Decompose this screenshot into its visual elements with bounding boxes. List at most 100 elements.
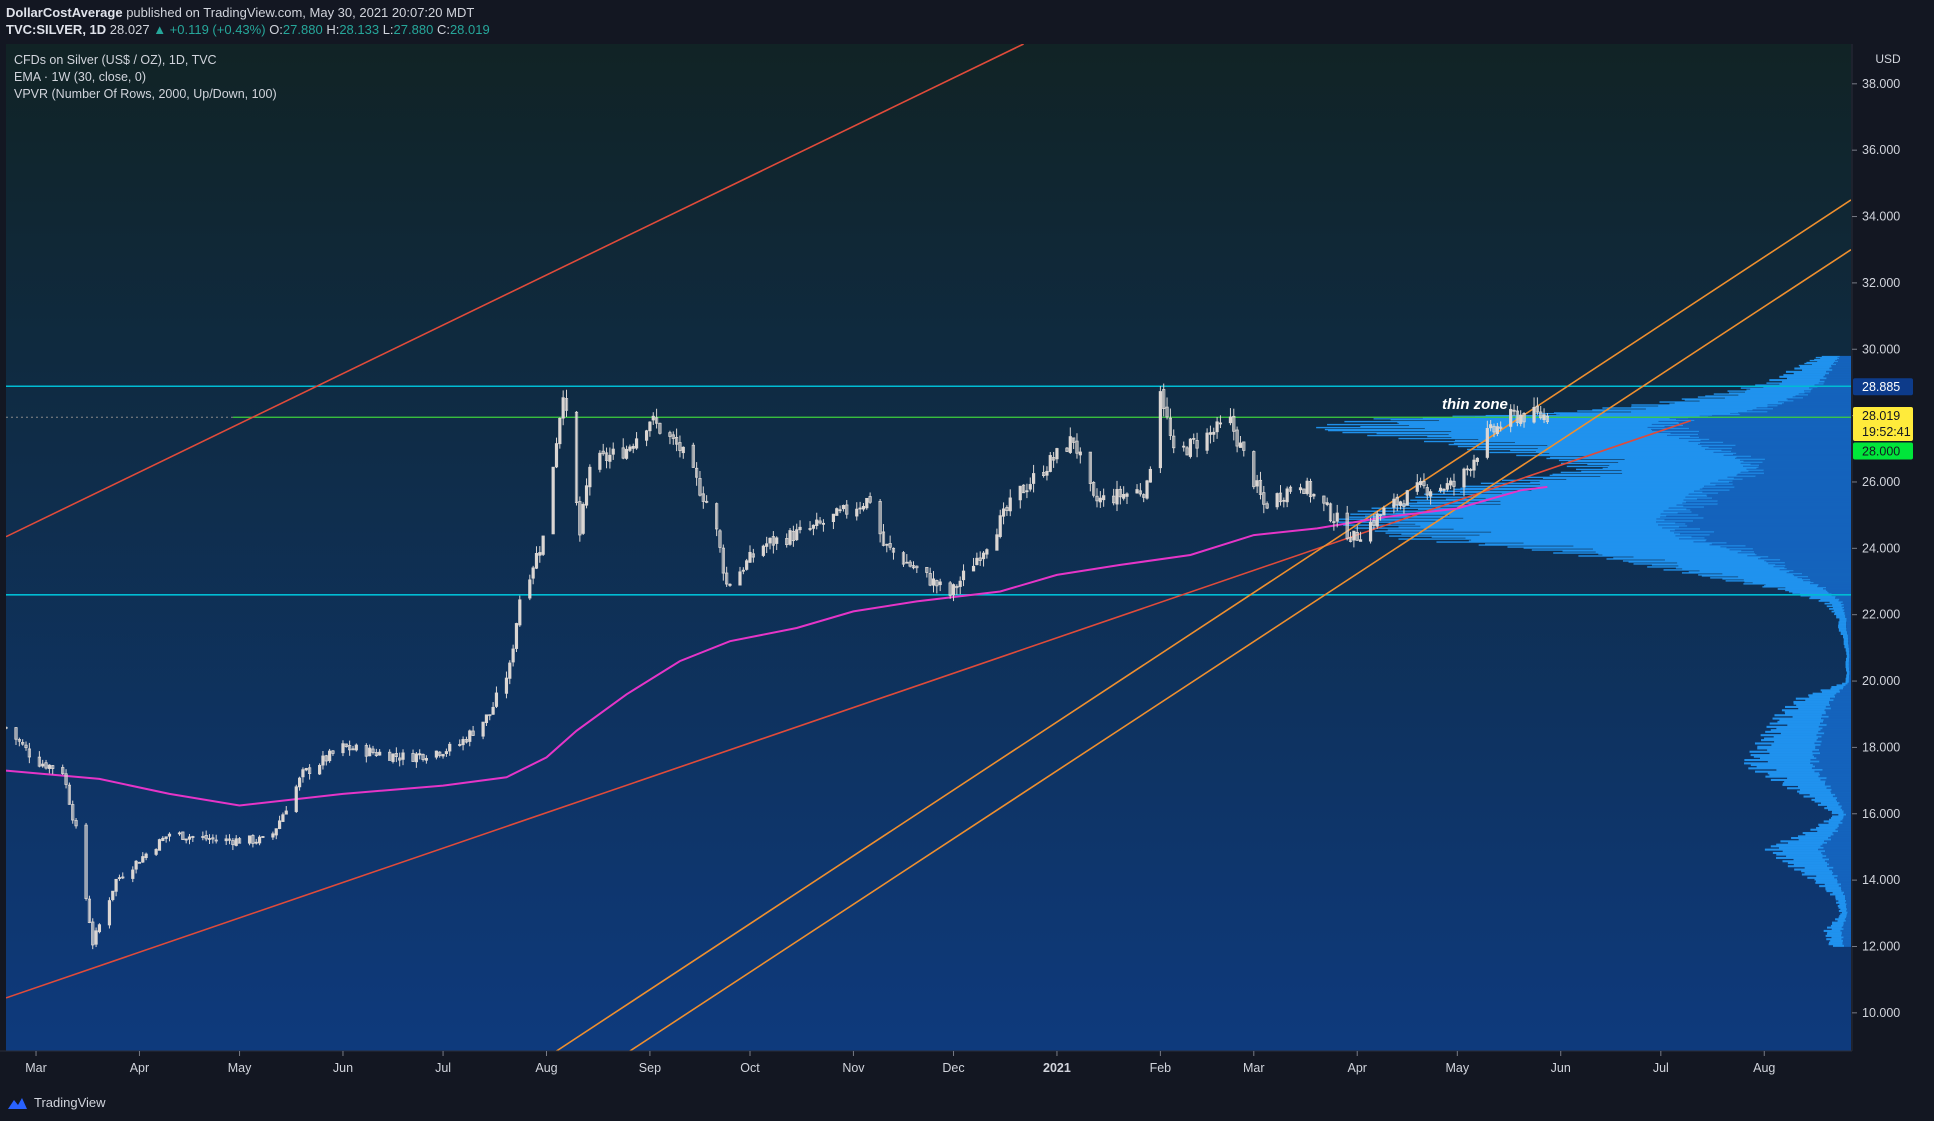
- vpvr-bar-up: [1431, 536, 1692, 538]
- vpvr-bar-up: [1805, 699, 1834, 702]
- vpvr-bar-down: [1841, 605, 1851, 608]
- vpvr-bar-down: [1793, 570, 1851, 572]
- vpvr-bar-up: [1840, 913, 1847, 916]
- publish-header: DollarCostAverage published on TradingVi…: [0, 0, 1934, 44]
- vpvr-bar-down: [1838, 600, 1851, 602]
- vpvr-bar-up: [1558, 459, 1741, 462]
- symbol-label[interactable]: TVC:SILVER, 1D: [6, 22, 107, 37]
- vpvr-bar-down: [1827, 590, 1851, 593]
- vpvr-bar-up: [1367, 434, 1668, 437]
- vpvr-bar-up: [1816, 875, 1838, 878]
- vpvr-bar-down: [1709, 534, 1851, 536]
- vpvr-bar-up: [1776, 856, 1823, 859]
- candle-body: [1278, 492, 1283, 503]
- candle-body: [71, 804, 75, 821]
- candle-body: [1008, 497, 1012, 512]
- vpvr-bar-down: [1823, 383, 1851, 385]
- vpvr-bar-up: [1782, 860, 1825, 863]
- vpvr-bar-down: [1846, 913, 1851, 916]
- vpvr-bar-down: [1711, 543, 1851, 545]
- vpvr-bar-up: [1468, 540, 1706, 542]
- level-price-tag-box: [1853, 378, 1913, 396]
- vpvr-bar-down: [1835, 793, 1851, 796]
- price-chart[interactable]: thin zone USD 38.000 36.000 34.000 32.000 30…: [0, 44, 1934, 1086]
- vpvr-bar-down: [1846, 900, 1851, 903]
- vpvr-bar-down: [1820, 778, 1851, 781]
- vpvr-bar-down: [1688, 493, 1851, 495]
- candle-body: [948, 582, 952, 596]
- vpvr-bar-up: [1800, 594, 1832, 597]
- green-level-tag-value: 28.000: [1862, 444, 1900, 458]
- tradingview-logo[interactable]: TradingView: [6, 1095, 106, 1110]
- vpvr-bar-up: [1785, 587, 1827, 589]
- vpvr-bar-up: [1743, 579, 1811, 581]
- vpvr-bar-down: [1660, 513, 1851, 515]
- y-tick-label: 20.000: [1862, 674, 1900, 688]
- legend-symbol[interactable]: CFDs on Silver (US$ / OZ), 1D, TVC: [14, 53, 217, 67]
- candle-body: [1138, 490, 1142, 495]
- vpvr-bar-up: [1804, 871, 1834, 874]
- candle-body: [835, 508, 839, 516]
- vpvr-bar-down: [1731, 450, 1851, 453]
- vpvr-bar-down: [1837, 827, 1851, 830]
- candle-body: [494, 692, 499, 707]
- vpvr-bar-up: [1799, 788, 1832, 791]
- vpvr-bar-down: [1810, 579, 1851, 581]
- vpvr-bar-up: [1631, 411, 1768, 413]
- candle-body: [444, 751, 448, 754]
- vpvr-bar-up: [1337, 521, 1657, 523]
- candle-body: [277, 820, 282, 829]
- candle-body: [1462, 468, 1466, 488]
- legend-vpvr[interactable]: VPVR (Number Of Rows, 2000, Up/Down, 100…: [14, 87, 277, 101]
- candle-body: [131, 869, 135, 879]
- vpvr-bar-up: [1750, 388, 1813, 390]
- candle-body: [1125, 493, 1129, 497]
- vpvr-bar-up: [1633, 556, 1769, 558]
- vpvr-bar-down: [1831, 792, 1851, 795]
- vpvr-bar-up: [1838, 624, 1847, 629]
- candle-body: [438, 751, 442, 756]
- price-axis[interactable]: USD 38.000 36.000 34.000 32.000 30.000 28.000…: [1851, 44, 1934, 1051]
- vpvr-bar-up: [1550, 456, 1737, 459]
- candle-body: [84, 824, 88, 899]
- candle-body: [1262, 492, 1266, 505]
- vpvr-bar-up: [1760, 757, 1817, 760]
- candle-body: [878, 500, 882, 535]
- candle-body: [651, 415, 655, 421]
- candle-body: [588, 466, 592, 488]
- vpvr-bar-down: [1786, 572, 1851, 574]
- orange-trend-line: [629, 249, 1851, 1051]
- vpvr-bar-up: [1745, 391, 1811, 393]
- vpvr-bar-down: [1817, 737, 1851, 740]
- vpvr-bar-down: [1707, 495, 1851, 497]
- vpvr-bar-down: [1663, 510, 1851, 512]
- vpvr-bar-up: [1602, 407, 1757, 409]
- candle-body: [901, 552, 906, 565]
- candle-body: [658, 422, 662, 434]
- time-axis[interactable]: Mar Apr May Jun Jul Aug Sep Oct Nov Dec 2021 Feb Mar…: [0, 1050, 1934, 1086]
- candle-body: [1242, 441, 1246, 451]
- candle-body: [811, 524, 815, 529]
- vpvr-bar-down: [1837, 875, 1851, 878]
- candle-body: [257, 836, 262, 844]
- vpvr-bar-up: [1781, 380, 1825, 383]
- vpvr-bar-down: [1740, 459, 1851, 462]
- vpvr-bar-up: [1587, 463, 1751, 466]
- vpvr-bar-up: [1828, 943, 1843, 946]
- vpvr-bar-down: [1820, 845, 1851, 848]
- vpvr-bar-down: [1730, 412, 1851, 415]
- x-tick-label: Jul: [1653, 1061, 1669, 1075]
- vpvr-bar-up: [1494, 484, 1716, 487]
- author-name[interactable]: DollarCostAverage: [6, 5, 123, 20]
- vpvr-bar-down: [1808, 576, 1851, 578]
- vpvr-bar-down: [1816, 739, 1851, 742]
- vpvr-bar-up: [1681, 398, 1787, 400]
- legend-ema[interactable]: EMA · 1W (30, close, 0): [14, 70, 146, 84]
- candle-body: [464, 739, 469, 743]
- candle-body: [231, 840, 235, 846]
- vpvr-bar-down: [1815, 765, 1851, 768]
- vpvr-bar-down: [1793, 400, 1851, 402]
- candle-body: [721, 547, 725, 574]
- candle-body: [838, 509, 842, 512]
- candle-body: [504, 677, 509, 694]
